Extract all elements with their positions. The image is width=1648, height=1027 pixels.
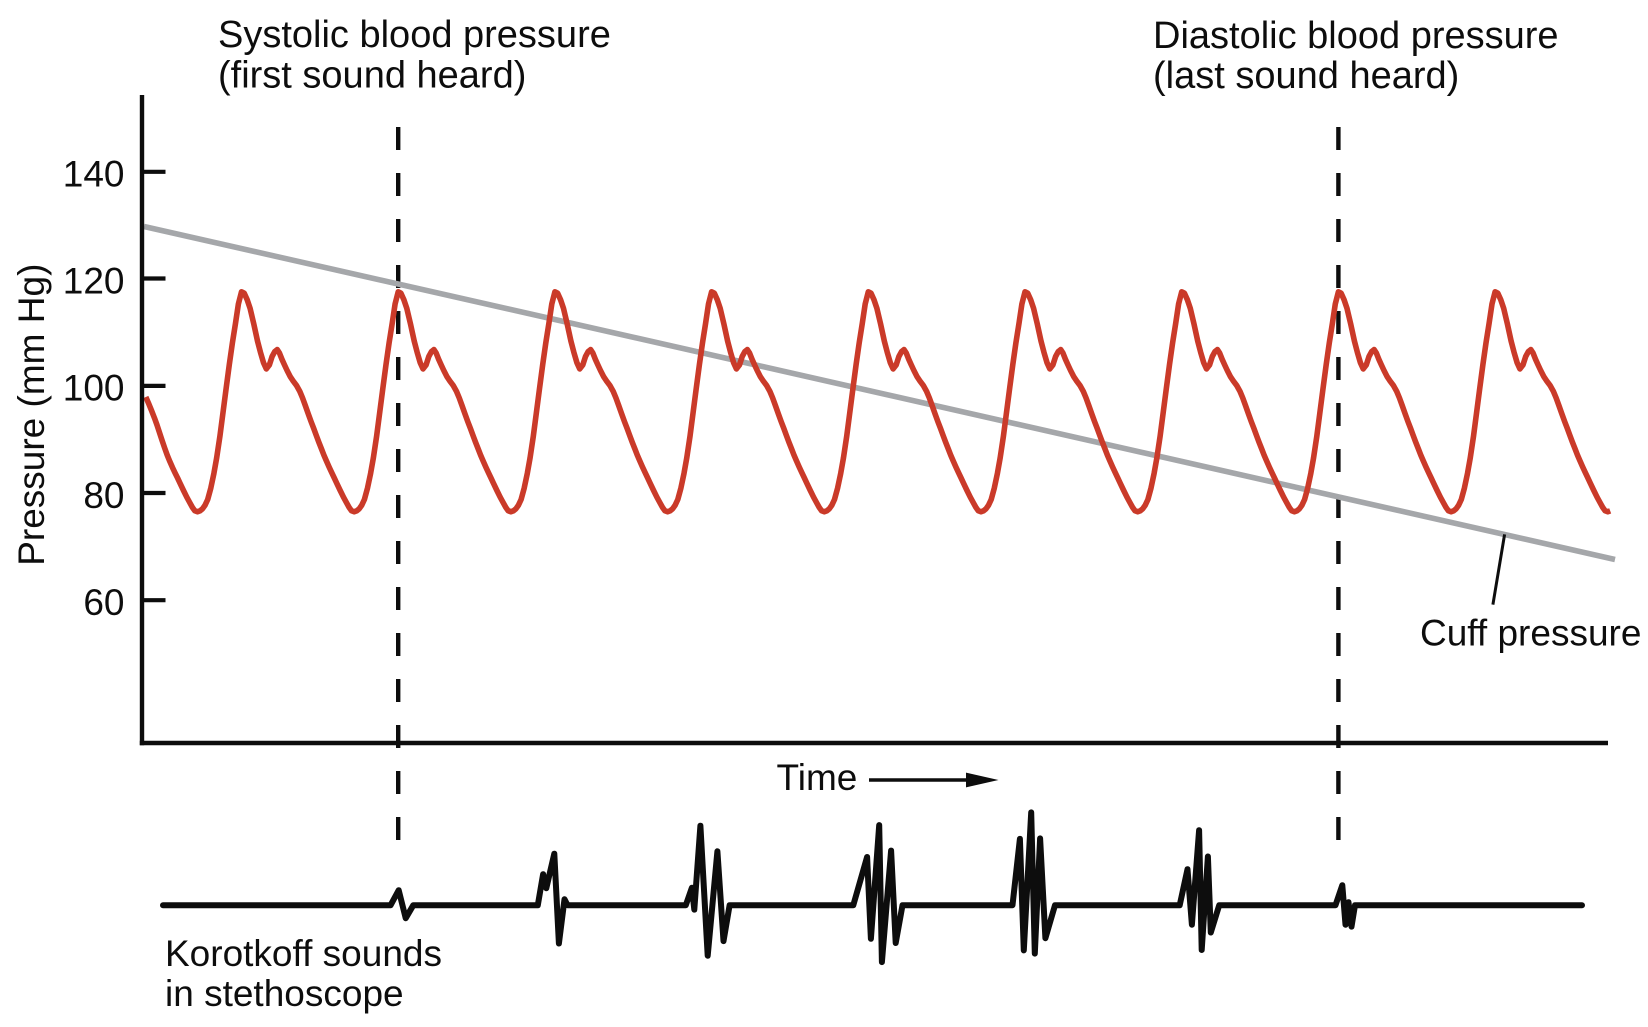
svg-text:Time: Time xyxy=(777,757,858,798)
svg-text:Pressure (mm Hg): Pressure (mm Hg) xyxy=(11,264,52,566)
svg-text:140: 140 xyxy=(63,154,125,195)
svg-text:100: 100 xyxy=(63,368,125,409)
svg-text:80: 80 xyxy=(83,475,124,516)
svg-text:Cuff pressure: Cuff pressure xyxy=(1420,613,1641,654)
svg-text:Korotkoff sounds: Korotkoff sounds xyxy=(165,933,442,974)
svg-text:Systolic blood pressure: Systolic blood pressure xyxy=(218,14,611,56)
svg-text:Diastolic blood pressure: Diastolic blood pressure xyxy=(1153,15,1559,57)
svg-text:in stethoscope: in stethoscope xyxy=(165,973,404,1014)
svg-text:(last sound heard): (last sound heard) xyxy=(1153,55,1459,97)
svg-text:60: 60 xyxy=(83,582,124,623)
svg-text:(first sound heard): (first sound heard) xyxy=(218,55,526,97)
svg-text:120: 120 xyxy=(63,260,125,301)
